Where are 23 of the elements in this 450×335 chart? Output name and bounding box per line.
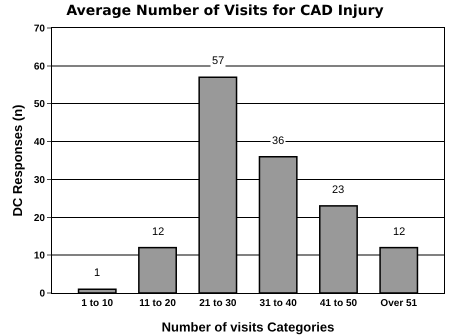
data-label: 12 bbox=[393, 226, 406, 238]
x-tick-label: 11 to 20 bbox=[139, 298, 176, 309]
data-label: 23 bbox=[332, 184, 344, 196]
y-tick-label: 60 bbox=[34, 61, 46, 72]
data-label: 57 bbox=[212, 55, 224, 67]
y-tick-label: 50 bbox=[34, 99, 46, 110]
y-tick-label: 20 bbox=[34, 212, 46, 224]
y-tick-label: 70 bbox=[34, 24, 46, 34]
x-tick-label: 21 to 30 bbox=[199, 298, 237, 309]
x-tick-label: 31 to 40 bbox=[260, 298, 298, 309]
data-label: 1 bbox=[94, 267, 100, 279]
x-tick-label: Over 51 bbox=[380, 298, 418, 309]
x-tick-label: 1 to 10 bbox=[81, 298, 114, 309]
data-label: 36 bbox=[272, 135, 284, 147]
data-label: 12 bbox=[152, 226, 164, 238]
y-tick-label: 40 bbox=[34, 137, 46, 148]
x-axis-title: Number of visits Categories bbox=[162, 320, 334, 335]
x-tick-label: 41 to 50 bbox=[320, 298, 358, 309]
y-tick-label: 10 bbox=[34, 250, 46, 262]
y-axis-title: DC Responses (n) bbox=[10, 104, 25, 216]
chart-title: Average Number of Visits for CAD Injury bbox=[66, 2, 384, 19]
y-tick-label: 0 bbox=[39, 288, 46, 300]
y-tick-label: 30 bbox=[34, 174, 46, 186]
